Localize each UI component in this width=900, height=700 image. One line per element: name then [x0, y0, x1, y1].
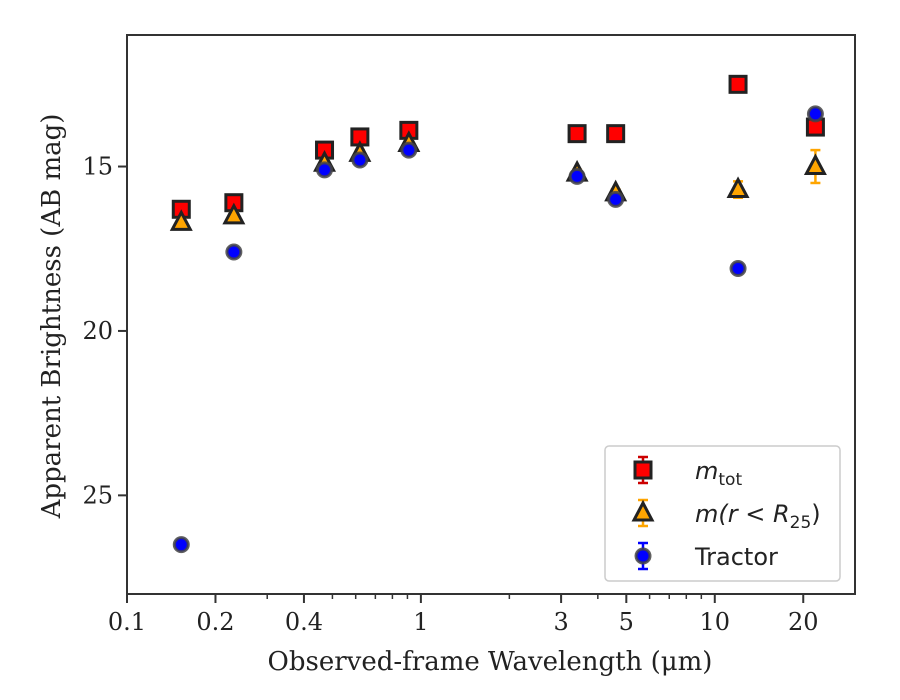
legend-label: mtot: [695, 457, 742, 490]
data-point: [567, 124, 587, 144]
series-1: [169, 130, 827, 231]
data-point: [172, 536, 190, 554]
y-tick-label: 15: [82, 153, 113, 181]
x-tick-label: 20: [788, 608, 819, 636]
legend-entry: mtot: [633, 455, 742, 490]
legend-entry: m(r < R25): [631, 498, 821, 533]
y-tick-label: 25: [82, 481, 113, 509]
legend-label: Tractor: [694, 543, 778, 571]
data-point: [568, 167, 586, 185]
data-point: [400, 141, 418, 159]
data-point: [729, 259, 747, 277]
x-tick-label: 0.1: [108, 608, 146, 636]
x-tick-label: 1: [413, 608, 428, 636]
legend-marker: [631, 499, 655, 522]
data-point: [225, 243, 243, 261]
data-point: [606, 124, 626, 144]
data-point: [351, 151, 369, 169]
data-point: [726, 176, 750, 199]
legend-marker: [634, 547, 652, 565]
data-point: [607, 190, 625, 208]
data-marks: [169, 74, 827, 554]
series-2: [172, 105, 824, 554]
legend-marker: [633, 460, 653, 480]
x-tick-label: 3: [553, 608, 568, 636]
data-point: [316, 161, 334, 179]
series-0: [171, 74, 825, 219]
x-tick-label: 10: [700, 608, 731, 636]
data-point: [803, 153, 827, 176]
legend: mtot m(r < R25) Tractor: [604, 445, 841, 582]
x-tick-label: 5: [619, 608, 634, 636]
legend-box: [604, 445, 841, 582]
data-point: [169, 209, 193, 231]
y-tick-label: 20: [82, 317, 113, 345]
data-point: [728, 74, 748, 94]
y-axis-label: Apparent Brightness (AB mag): [37, 114, 67, 520]
legend-entry: Tractor: [634, 541, 778, 571]
axes-layer: 0.1 0.2 0.4 1 3 5 10 20 15 20 25: [82, 34, 856, 636]
plot-frame: [126, 34, 856, 595]
x-tick-label: 0.2: [196, 608, 234, 636]
legend-label: m(r < R25): [695, 500, 821, 533]
data-point: [806, 105, 824, 123]
x-axis-label: Observed-frame Wavelength (μm): [268, 647, 713, 677]
data-point: [222, 202, 246, 225]
x-tick-label: 0.4: [285, 608, 323, 636]
